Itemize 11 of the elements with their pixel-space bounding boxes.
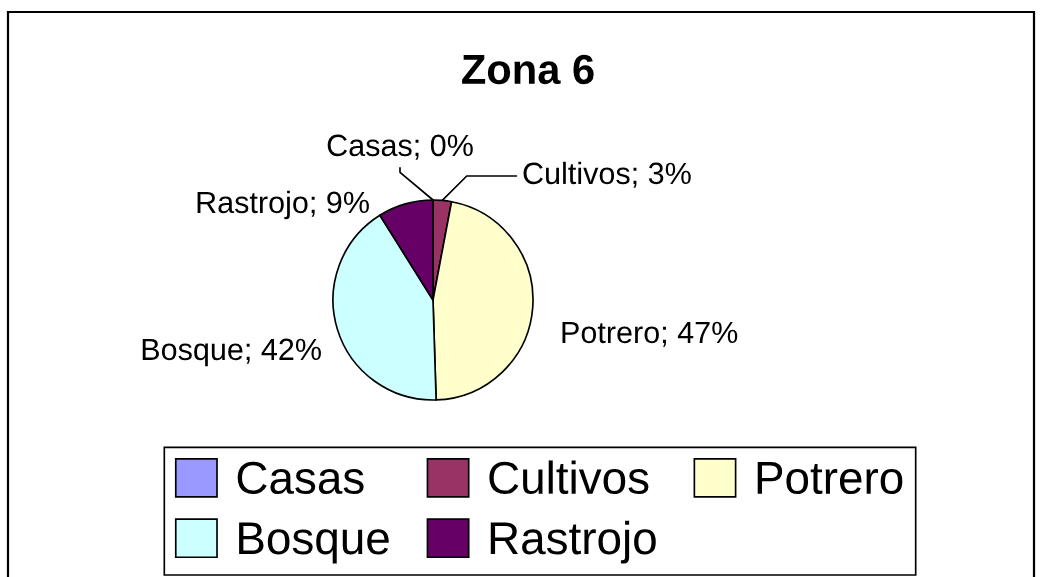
data-label: Rastrojo; 9% (197, 190, 369, 220)
data-label: Potrero; 47% (562, 321, 738, 347)
text: Casas; 0% (327, 134, 473, 160)
legend-label: Potrero (757, 462, 903, 495)
data-label: Bosque; 42% (142, 338, 321, 367)
legend-label: Rastrojo (490, 520, 656, 564)
data-label: Cultivos; 3% (523, 161, 691, 188)
legend-label: Bosque (239, 522, 389, 564)
chart-title: Zona 6 (462, 54, 594, 85)
legend-label: Cultivos (489, 460, 649, 495)
legend-label: Casas (237, 461, 364, 495)
